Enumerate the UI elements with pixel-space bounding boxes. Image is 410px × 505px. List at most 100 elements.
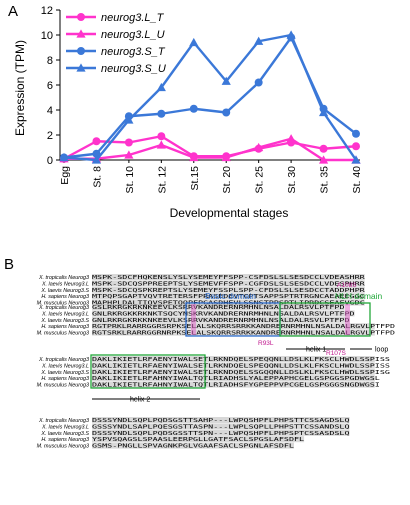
conserved-shading: [92, 436, 305, 443]
x-tick-label: St. 30: [286, 166, 298, 194]
y-tick-label: 0: [47, 155, 53, 167]
hlh-domain-box: [279, 302, 371, 337]
sequence-row: DAKLIKIETLRFAHNYIWALTQTLRIADHSFYGPEPPVPC…: [92, 383, 380, 389]
data-point: [124, 115, 134, 124]
x-axis-label: Developmental stages: [170, 206, 289, 220]
sequence-row: DAKLIKIETLRFAENYIWALSETLRKNDQELSSGQQNLLD…: [92, 370, 391, 376]
conserved-shading: [92, 356, 375, 362]
x-tick-label: St. 40: [351, 166, 363, 194]
data-point: [91, 155, 102, 164]
data-point: [124, 138, 133, 147]
sequence-row: DAKLIKIETLRFAENYIWALSETLRKNDQELSPEQQNLLD…: [92, 357, 390, 363]
data-point: [351, 155, 361, 164]
data-point: [221, 76, 231, 85]
data-point: [286, 30, 296, 39]
sequence-row: GSLRKRGKRKNKEEVLKSRRVKANDRERNRMHNLNSALDA…: [92, 305, 345, 311]
chart-axes: 0 2 4 6 8 10 12 Egg St. 8 St. 10 St. 12 St.15 St. 20…: [41, 5, 363, 193]
conserved-shading: [92, 417, 350, 423]
data-point: [221, 152, 231, 162]
expression-chart: A 0 2 4 6 8 10 12 Egg St. 8 St. 10 St. 12 St.15 St. …: [8, 3, 363, 220]
x-tick-label: St.15: [189, 166, 201, 191]
data-point: [157, 109, 166, 118]
data-point: [318, 107, 329, 117]
species-label: M. musculus Neurog3: [37, 331, 89, 337]
species-label: X. laevis Neurog3.S: [40, 370, 89, 376]
sequence-row: DSSSYNDLSQPLPQDSGSSTTSPN---LWPQSHPFLPHPS…: [92, 431, 350, 437]
chart-legend: neurog3.L_T neurog3.L_U neurog3.S_T neurog3…: [66, 12, 166, 75]
x-tick-label: Egg: [59, 166, 71, 185]
mutation-r93l-label: R93L: [258, 340, 274, 347]
data-point: [319, 144, 328, 153]
conserved-shading: [92, 304, 345, 310]
sequence-row: DAKLIKIETLRFAHNYIWALTQTLRIADHSLYALEPPAPH…: [92, 376, 381, 382]
data-point: [189, 104, 198, 113]
panel-a: A 0 2 4 6 8 10 12 Egg St. 8 St. 10 St. 12 St.15 St. …: [0, 0, 410, 225]
sequence-row: GNLRKRGKRKKNKEEVLKSRRVKANDRERNRMHNLNSALD…: [92, 318, 350, 324]
alignment-block: X. tropicalis Neurog3 GSLRKRGKRKNKEEVLKSR…: [37, 304, 396, 337]
series-line: [63, 33, 357, 162]
helix2-label: helix 2: [130, 397, 150, 404]
species-label: X. laevis Neurog3.L: [41, 311, 89, 317]
sequence-row: GNLRKRGKKRKNKTSQCYNSKRVKANDRERNRMHNLNSAL…: [92, 311, 356, 317]
conserved-shading: [92, 423, 350, 430]
loop-label: loop: [375, 347, 388, 354]
mutation-a108s-label: A108S: [337, 282, 357, 289]
sequence-row: YSPVSQAGSLSPAASLEERPGLLGATFSACLSPGSLAFSD…: [92, 437, 305, 443]
y-axis-label: Expression (TPM): [13, 40, 27, 136]
sequence-row: GSSSYNDLSAPLPQESGSTTASPN---LWPLSQPLLPHPS…: [92, 424, 350, 430]
panel-b-label: B: [4, 256, 14, 273]
sequence-row: GSMS-PNGLLSPVAGNKPGLVGAAFSACLSPGNLAFSDFL: [92, 444, 295, 450]
sequence-row: MTPQPSGAPTVQVTRETERSFPRASEDEVTCPTSAPPSPT…: [92, 294, 365, 300]
data-point: [156, 140, 166, 149]
data-point: [59, 152, 69, 162]
data-point: [222, 108, 231, 117]
legend-marker: [76, 29, 86, 38]
legend-marker: [77, 13, 85, 21]
basic-domain-label: Basic domain: [205, 291, 256, 301]
x-tick-label: St. 12: [156, 166, 168, 194]
y-tick-label: 12: [41, 5, 53, 17]
species-label: X. tropicalis Neurog3: [38, 418, 89, 424]
conserved-shading: [92, 429, 350, 436]
species-label: X. laevis Neurog3.S: [40, 431, 89, 437]
legend-label: neurog3.S_U: [101, 63, 166, 75]
chart-series-group: [59, 30, 361, 164]
mutation-highlight: [191, 304, 196, 335]
legend-label: neurog3.S_T: [101, 46, 166, 58]
alignment-blocks: X. tropicalis Neurog3 MSPK-SDCFHQKENSLYSL…: [37, 274, 396, 450]
species-label: H. sapiens Neurog3: [41, 437, 89, 443]
alignment-block: X. tropicalis Neurog3 DAKLIKIETLRFAENYIWA…: [37, 356, 391, 389]
conserved-shading: [92, 286, 365, 293]
species-label: X. laevis Neurog3.L: [41, 424, 89, 430]
series-line: [64, 137, 356, 162]
legend-marker: [77, 47, 85, 55]
legend-label: neurog3.L_U: [101, 29, 165, 41]
conserved-shading: [92, 362, 375, 369]
species-label: X. tropicalis Neurog3: [38, 275, 89, 281]
conserved-shading: [92, 280, 365, 287]
data-point: [157, 132, 166, 141]
hlh-domain-label: HLH domain: [335, 291, 383, 301]
hlh-domain-box-cont: [90, 354, 206, 389]
data-point: [318, 155, 329, 164]
x-tick-label: St. 35: [319, 166, 331, 194]
conserved-shading: [92, 274, 365, 280]
species-label: X. laevis Neurog3.S: [40, 288, 89, 294]
data-point: [124, 150, 134, 159]
conserved-shading: [92, 368, 375, 375]
data-point: [352, 142, 360, 151]
data-point: [254, 78, 263, 87]
y-tick-label: 6: [47, 80, 53, 92]
conserved-shading: [92, 329, 375, 336]
x-tick-label: St. 8: [91, 166, 103, 188]
sequence-row: DSSSYNDLSQPLPQDSGSTTSAHP---LWPQSHPFLPHPS…: [92, 418, 350, 424]
conserved-shading: [92, 316, 350, 323]
sequence-row: RGTPRKLRARRGGRSRPKSELALSKQRRSRRKKANDRERN…: [92, 324, 396, 330]
data-point: [254, 142, 264, 152]
species-label: M. musculus Neurog3: [37, 383, 89, 389]
x-tick-label: St. 10: [124, 166, 136, 194]
legend-marker: [76, 63, 86, 72]
sequence-row: MSPK-SDCQSPKREPTSLYSEMEYFSSPLSPP-CFDSLSL…: [92, 288, 366, 294]
species-label: H. sapiens Neurog3: [41, 376, 89, 382]
x-tick-label: St. 20: [221, 166, 233, 194]
